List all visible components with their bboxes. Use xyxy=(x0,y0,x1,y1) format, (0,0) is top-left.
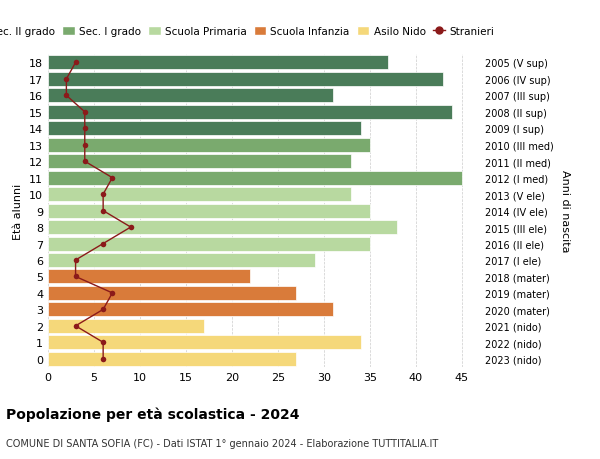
Bar xyxy=(48,122,361,136)
Bar xyxy=(48,56,388,70)
Bar xyxy=(48,270,250,284)
Y-axis label: Età alunni: Età alunni xyxy=(13,183,23,239)
Text: Popolazione per età scolastica - 2024: Popolazione per età scolastica - 2024 xyxy=(6,406,299,421)
Y-axis label: Anni di nascita: Anni di nascita xyxy=(560,170,570,252)
Bar xyxy=(48,253,314,268)
Bar xyxy=(48,237,370,251)
Legend: Sec. II grado, Sec. I grado, Scuola Primaria, Scuola Infanzia, Asilo Nido, Stran: Sec. II grado, Sec. I grado, Scuola Prim… xyxy=(0,23,499,41)
Bar xyxy=(48,155,352,169)
Bar xyxy=(48,336,361,350)
Text: COMUNE DI SANTA SOFIA (FC) - Dati ISTAT 1° gennaio 2024 - Elaborazione TUTTITALI: COMUNE DI SANTA SOFIA (FC) - Dati ISTAT … xyxy=(6,438,438,448)
Bar xyxy=(48,352,296,366)
Bar xyxy=(48,286,296,300)
Bar xyxy=(48,73,443,87)
Bar xyxy=(48,139,370,152)
Bar xyxy=(48,319,204,333)
Bar xyxy=(48,171,461,185)
Bar xyxy=(48,204,370,218)
Bar xyxy=(48,89,333,103)
Bar xyxy=(48,106,452,119)
Bar xyxy=(48,221,397,235)
Bar xyxy=(48,188,352,202)
Bar xyxy=(48,303,333,317)
